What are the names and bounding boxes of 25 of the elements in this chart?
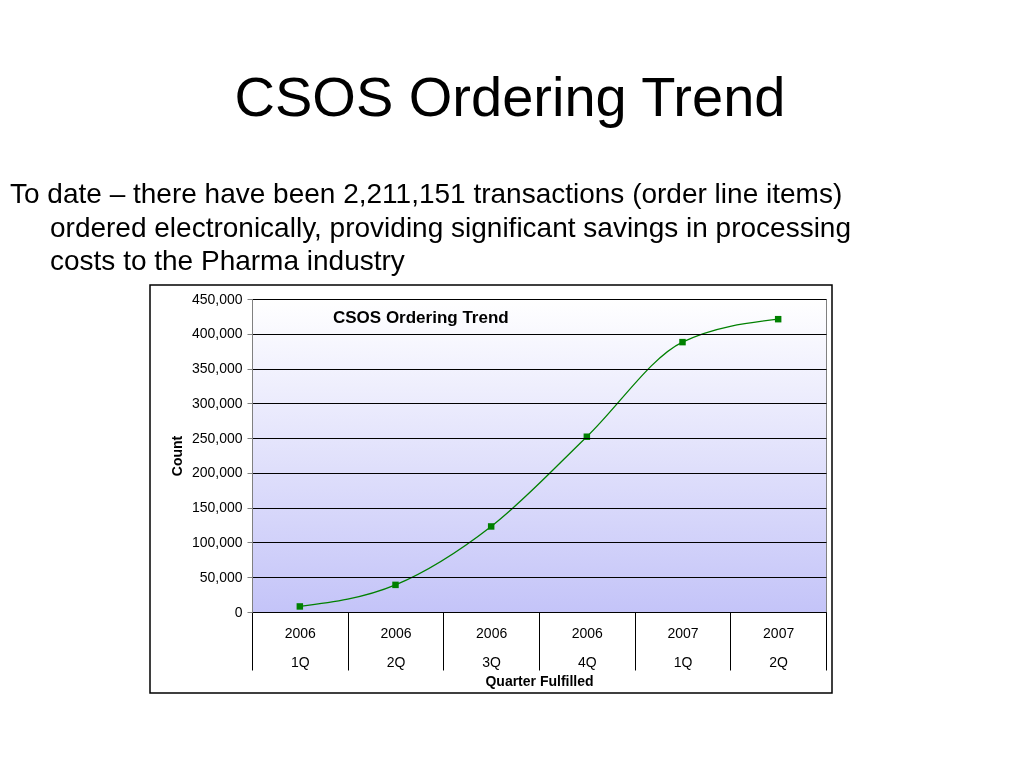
y-tick-label: 300,000 — [191, 394, 243, 411]
x-tick-label: 2007 1Q — [667, 624, 699, 670]
point — [679, 338, 686, 346]
y-tick-label: 50,000 — [199, 568, 243, 585]
x-tick-label: 2006 1Q — [284, 624, 317, 670]
y-tick-label: 400,000 — [191, 325, 243, 342]
y-tick-label: 250,000 — [191, 429, 243, 446]
y-tick-label: 200,000 — [191, 464, 243, 481]
y-axis-title: Count — [168, 435, 185, 477]
y-tick-label: 150,000 — [191, 499, 243, 516]
y-tick-label: 0 — [234, 603, 243, 620]
x-tick-label: 2006 2Q — [380, 624, 412, 670]
point — [392, 581, 399, 589]
y-tick-label: 100,000 — [191, 533, 243, 550]
annotation: CSOS Ordering Trend — [333, 308, 509, 327]
chart-title: CSOS Ordering Trend — [234, 65, 786, 128]
x-tick-label: 2006 4Q — [571, 624, 604, 670]
point — [296, 603, 304, 610]
chart-subtitle: To date – there have been 2,211,151 transactions (order line items) ordered electronically, providing significant savings in processing costs to the Pharma industry — [10, 178, 852, 276]
y-tick-label: 350,000 — [191, 360, 243, 377]
x-axis-title: Quarter Fulfilled — [485, 673, 594, 689]
x-tick-label: 2006 3Q — [476, 624, 508, 670]
x-tick-label: 2007 2Q — [763, 624, 795, 670]
y-tick-label: 450,000 — [191, 290, 243, 307]
point — [487, 523, 495, 530]
